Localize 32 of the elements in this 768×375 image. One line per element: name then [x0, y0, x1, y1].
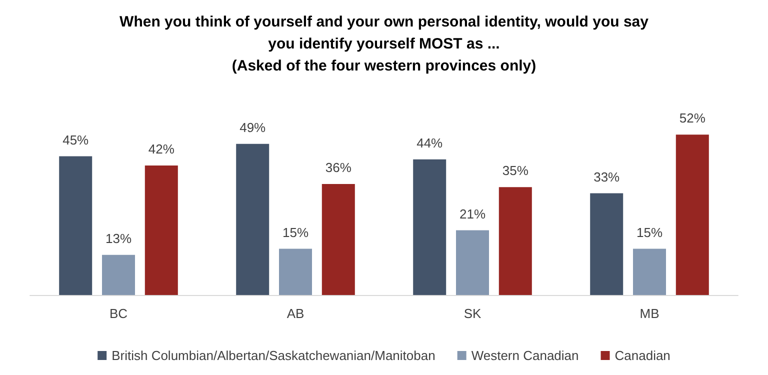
- x-tick-label: BC: [109, 306, 128, 321]
- legend-label: Canadian: [614, 348, 670, 363]
- data-label: 52%: [679, 110, 706, 126]
- x-tick-label: MB: [640, 306, 660, 321]
- data-label: 45%: [62, 132, 90, 148]
- bar: [498, 187, 532, 295]
- bar: [676, 134, 709, 295]
- bar: [279, 248, 312, 295]
- data-label: 42%: [148, 142, 175, 156]
- bar: [590, 193, 624, 295]
- data-label: 13%: [105, 230, 132, 246]
- data-label: 21%: [459, 206, 486, 222]
- bar: [144, 166, 178, 295]
- bar: [456, 230, 489, 295]
- bar: [236, 144, 270, 295]
- x-tick-label: AB: [286, 306, 304, 321]
- data-label: 35%: [502, 163, 529, 178]
- data-label: 15%: [636, 224, 663, 240]
- bar: [633, 248, 666, 295]
- data-label: 36%: [325, 160, 352, 175]
- data-label: 33%: [594, 169, 620, 184]
- bar: [102, 254, 135, 295]
- legend-label: British Columbian/Albertan/Saskatchewanian/Manitoban: [112, 348, 436, 363]
- bar: [322, 184, 355, 295]
- x-tick-label: SK: [464, 306, 482, 321]
- data-label: 44%: [416, 135, 444, 150]
- legend-label: Western Canadian: [471, 348, 579, 363]
- bar: [413, 159, 446, 295]
- bar: [59, 156, 92, 295]
- data-label: 49%: [240, 120, 266, 135]
- chart-title: When you think of yourself and your own personal identity, would you say you identify yourself MOST as ... (Asked of the four western provinces only): [120, 14, 650, 74]
- data-label: 15%: [282, 224, 309, 240]
